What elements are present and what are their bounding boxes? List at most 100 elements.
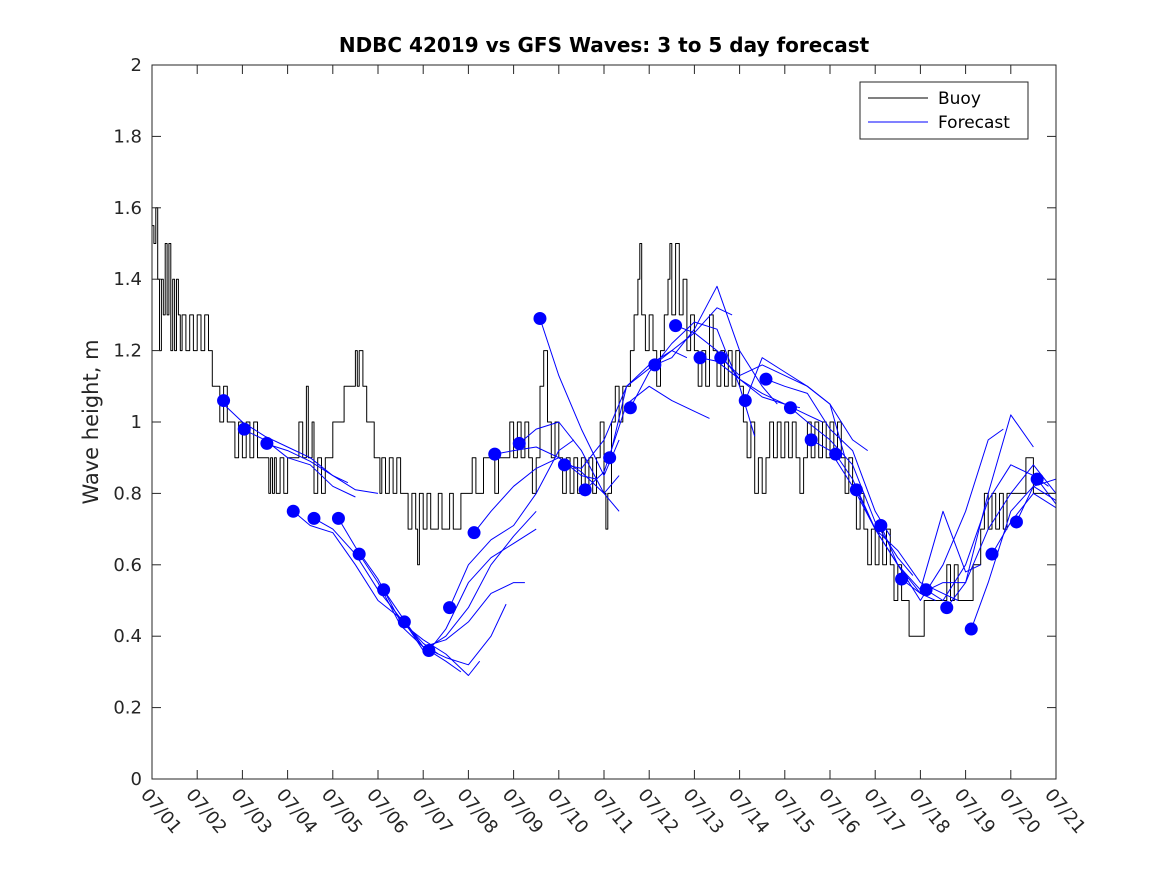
forecast-marker bbox=[759, 372, 773, 386]
forecast-marker bbox=[940, 601, 954, 615]
forecast-line-36 bbox=[1016, 478, 1056, 523]
forecast-line-3 bbox=[264, 442, 379, 494]
forecast-marker bbox=[557, 458, 571, 472]
forecast-marker bbox=[964, 622, 978, 636]
forecast-marker bbox=[443, 601, 457, 615]
y-tick-label: 1.2 bbox=[113, 341, 142, 362]
x-tick-label: 07/21 bbox=[1040, 785, 1089, 838]
x-tick-label: 07/19 bbox=[950, 785, 999, 838]
forecast-line-34 bbox=[970, 485, 1056, 630]
x-tick-label: 07/03 bbox=[227, 785, 276, 838]
forecast-marker bbox=[237, 422, 251, 436]
x-tick-label: 07/06 bbox=[362, 785, 411, 838]
forecast-line-18 bbox=[609, 307, 733, 458]
x-tick-label: 07/16 bbox=[814, 785, 863, 838]
x-tick-label: 07/10 bbox=[543, 785, 592, 838]
forecast-line-26 bbox=[790, 407, 914, 576]
x-tick-label: 07/18 bbox=[905, 785, 954, 838]
forecast-line-4 bbox=[292, 510, 439, 655]
forecast-line-32 bbox=[925, 464, 1049, 601]
forecast-marker bbox=[397, 615, 411, 629]
forecast-marker bbox=[352, 547, 366, 561]
forecast-marker bbox=[623, 401, 637, 415]
forecast-marker bbox=[603, 451, 617, 465]
forecast-line-12 bbox=[473, 457, 597, 534]
forecast-marker bbox=[578, 483, 592, 497]
forecast-marker bbox=[714, 351, 728, 365]
forecast-line-14 bbox=[518, 421, 620, 494]
forecast-marker bbox=[260, 436, 274, 450]
axes-layer: 00.20.40.60.811.21.41.61.8207/0107/0207/… bbox=[113, 55, 1089, 838]
forecast-line-2 bbox=[242, 428, 356, 498]
forecast-line-19 bbox=[629, 321, 756, 437]
y-tick-label: 2 bbox=[131, 55, 142, 76]
forecast-marker bbox=[874, 519, 888, 533]
forecast-marker bbox=[985, 547, 999, 561]
forecast-line-11 bbox=[449, 439, 575, 608]
series-layer bbox=[152, 207, 1056, 676]
x-tick-label: 07/11 bbox=[588, 785, 637, 838]
chart-title: NDBC 42019 vs GFS Waves: 3 to 5 day fore… bbox=[339, 33, 870, 57]
forecast-marker bbox=[307, 511, 321, 525]
forecast-marker bbox=[829, 447, 843, 461]
y-tick-label: 0.8 bbox=[113, 483, 142, 504]
forecast-marker bbox=[488, 447, 502, 461]
x-tick-label: 07/08 bbox=[453, 785, 502, 838]
forecast-marker bbox=[693, 351, 707, 365]
legend-label-buoy: Buoy bbox=[938, 89, 981, 109]
x-tick-label: 07/14 bbox=[724, 785, 773, 838]
forecast-line-30 bbox=[880, 428, 1004, 601]
buoy-line bbox=[152, 207, 1055, 637]
forecast-line-6 bbox=[337, 518, 481, 676]
forecast-marker bbox=[533, 311, 547, 325]
x-tick-label: 07/20 bbox=[995, 785, 1044, 838]
legend-label-forecast: Forecast bbox=[938, 113, 1010, 133]
y-tick-label: 1.8 bbox=[113, 126, 142, 147]
y-tick-label: 1.4 bbox=[113, 269, 142, 290]
forecast-marker bbox=[217, 394, 231, 408]
forecast-marker bbox=[331, 511, 345, 525]
forecast-marker bbox=[512, 436, 526, 450]
forecast-marker bbox=[895, 572, 909, 586]
forecast-line-10 bbox=[428, 528, 537, 651]
x-tick-label: 07/04 bbox=[272, 785, 321, 838]
forecast-line-28 bbox=[835, 453, 959, 601]
y-tick-label: 0.4 bbox=[113, 626, 142, 647]
y-tick-label: 0.2 bbox=[113, 698, 142, 719]
forecast-line-27 bbox=[810, 439, 936, 601]
forecast-line-25 bbox=[765, 378, 891, 537]
forecast-marker bbox=[849, 483, 863, 497]
x-tick-label: 07/17 bbox=[859, 785, 908, 838]
forecast-line-20 bbox=[654, 285, 778, 405]
y-tick-label: 1 bbox=[131, 412, 142, 433]
forecast-line-35 bbox=[991, 492, 1056, 555]
x-tick-label: 07/07 bbox=[407, 785, 456, 838]
forecast-marker bbox=[669, 319, 683, 333]
x-tick-label: 07/12 bbox=[633, 785, 682, 838]
y-tick-label: 1.6 bbox=[113, 198, 142, 219]
legend-box bbox=[859, 81, 1029, 140]
y-axis-label: Wave height, m bbox=[79, 339, 103, 504]
x-tick-label: 07/02 bbox=[181, 785, 230, 838]
forecast-line-22 bbox=[699, 357, 823, 423]
forecast-marker bbox=[1009, 515, 1023, 529]
forecast-line-17 bbox=[584, 385, 710, 491]
y-tick-label: 0.6 bbox=[113, 555, 142, 576]
x-tick-label: 07/05 bbox=[317, 785, 366, 838]
x-tick-label: 07/13 bbox=[679, 785, 728, 838]
forecast-marker bbox=[804, 433, 818, 447]
forecast-marker bbox=[783, 401, 797, 415]
x-tick-label: 07/01 bbox=[136, 785, 185, 838]
forecast-marker bbox=[286, 504, 300, 518]
forecast-marker bbox=[738, 394, 752, 408]
x-tick-label: 07/15 bbox=[769, 785, 818, 838]
forecast-marker bbox=[467, 526, 481, 540]
forecast-line-24 bbox=[744, 357, 868, 452]
legend: Buoy Forecast bbox=[859, 81, 1029, 140]
y-tick-label: 0 bbox=[131, 769, 142, 790]
forecast-line-33 bbox=[946, 464, 1056, 608]
forecast-line-37 bbox=[1036, 478, 1056, 522]
forecast-line-8 bbox=[383, 582, 525, 648]
forecast-marker bbox=[919, 583, 933, 597]
